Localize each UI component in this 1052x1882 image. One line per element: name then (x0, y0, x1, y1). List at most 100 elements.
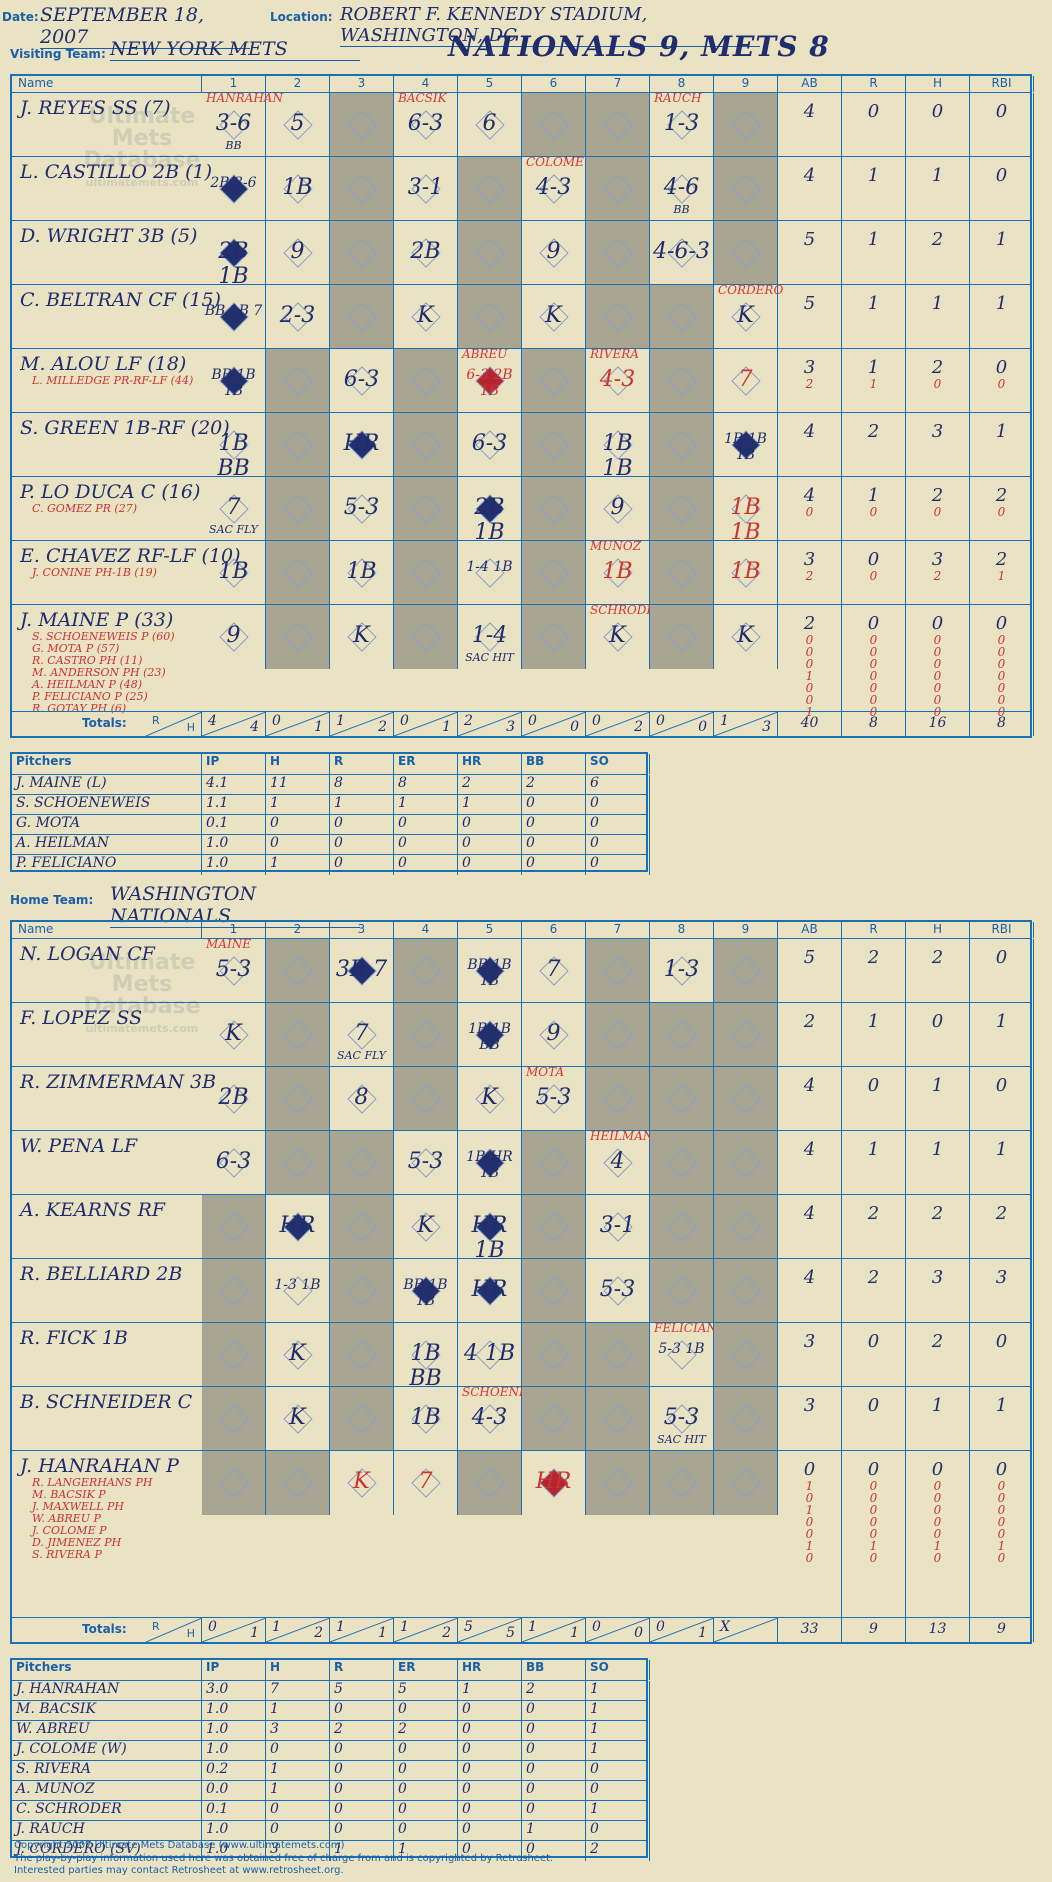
inning-cell-1: 2B (202, 1067, 266, 1131)
inning-cell-6 (522, 605, 586, 669)
stat-value: 1 (997, 1539, 1006, 1553)
pitching-stat: 0 (586, 835, 650, 855)
base-diamond (475, 174, 505, 204)
inning-cell-4 (394, 541, 458, 605)
pitching-stat: 0 (330, 815, 394, 835)
play-notation: 1B HR 1B (466, 1149, 513, 1181)
pitching-stat: 1 (266, 1761, 330, 1781)
date-label: Date: (2, 10, 39, 24)
substitute-name: M. ANDERSON PH (23) (32, 666, 166, 679)
play-notation: 5-3 (535, 1085, 572, 1110)
stat-rbi: 1 (970, 221, 1034, 285)
substitute-name: J. CONINE PH-1B (19) (32, 566, 157, 579)
base-diamond (219, 1276, 249, 1306)
pitching-change-label: MOTA (526, 1065, 565, 1079)
stat-h: 2 (906, 221, 970, 285)
hits-key: H (186, 721, 195, 734)
batter-row: J. MAINE P (33) S. SCHOENEWEIS P (60) G. M… (12, 603, 1034, 719)
play-notation: 4-6-3 (653, 239, 710, 264)
inning-cell-2: 1B (266, 157, 330, 221)
inning-cell-1: 2B 3-6 (202, 157, 266, 221)
base-diamond (539, 366, 569, 396)
pitcher-row: J. HANRAHAN 3.0 7 5 5 1 2 1 (12, 1680, 650, 1701)
base-diamond (283, 1404, 313, 1434)
play-notation: 1B (730, 559, 761, 584)
play-detail: SAC HIT (465, 651, 514, 664)
stat-value: 2 (931, 357, 944, 378)
pitching-stat: 1.0 (202, 835, 266, 855)
inning-cell-1 (202, 1387, 266, 1451)
pitching-stat: 0 (458, 1761, 522, 1781)
inning-runs: 5 (464, 1619, 473, 1635)
inning-cell-7 (586, 1451, 650, 1515)
inning-cell-7 (586, 1003, 650, 1067)
base-diamond (411, 366, 441, 396)
watermark-logo: Ultimate Mets Database ultimatemets.com (72, 952, 212, 1040)
base-diamond (219, 1340, 249, 1370)
inning-header-7: 7 (586, 922, 650, 938)
base-diamond (411, 1276, 441, 1306)
base-diamond (347, 302, 377, 332)
stat-value: 0 (997, 1479, 1006, 1493)
base-diamond (347, 110, 377, 140)
footer-contact: Interested parties may contact Retroshee… (14, 1865, 344, 1876)
batter-name: J. HANRAHAN P (20, 1455, 179, 1477)
stat-rbi: 0 (970, 157, 1034, 221)
stat-value: 3 (995, 1267, 1008, 1288)
base-diamond (411, 238, 441, 268)
stat-value: 2 (867, 947, 880, 968)
pitching-stat: 3 (266, 1721, 330, 1741)
base-diamond (411, 1468, 441, 1498)
pitching-stat: 0 (394, 1781, 458, 1801)
inning-cell-1: 3-6 BB HANRAHAN (202, 91, 283, 157)
stat-value: 0 (869, 1515, 878, 1529)
inning-cell-3 (330, 1259, 394, 1323)
batter-row: A. KEARNS RF HR K HR 1B 3-1 4 2 2 2 (12, 1194, 1034, 1263)
pitcher-row: P. FELICIANO 1.0 1 0 0 0 0 0 (12, 854, 650, 875)
totals-row: Totals: R H 4 4 0 1 1 2 0 1 2 3 0 0 0 2 0 0 1 3 40 8 16 8 (12, 711, 1034, 736)
game-location: ROBERT F. KENNEDY STADIUM, WASHINGTON, D… (340, 4, 760, 47)
pitcher-name: S. SCHOENEWEIS (12, 795, 202, 815)
inning-total-9: X (714, 1618, 778, 1642)
inning-cell-2 (266, 477, 330, 541)
stat-value: 2 (931, 1331, 944, 1352)
pitching-stat: 0 (586, 1821, 650, 1841)
stat-value: 0 (803, 1459, 816, 1480)
play-notation: 4 (610, 1149, 625, 1174)
base-diamond (347, 174, 377, 204)
inning-cell-1: 7 SAC FLY (202, 477, 266, 541)
stat-value: 4 (803, 1075, 816, 1096)
game-total-ab: 33 (778, 1618, 842, 1642)
watermark-text: Ultimate (88, 950, 196, 975)
base-diamond (475, 1020, 505, 1050)
pitching-stat: 0 (522, 855, 586, 875)
stat-value: 1 (867, 293, 880, 314)
inning-cell-9: K CORDERO (714, 283, 783, 349)
pitching-stat: 0 (586, 815, 650, 835)
pitching-stat: 1 (586, 1681, 650, 1701)
stat-r: 2 (842, 1259, 906, 1323)
play-notation: 5-3 (343, 495, 380, 520)
inning-cell-7 (586, 939, 650, 1003)
inning-cell-6 (522, 1387, 586, 1451)
pitching-col-header: SO (586, 1660, 650, 1680)
base-diamond (219, 1468, 249, 1498)
stat-r: 2 (842, 939, 906, 1003)
stat-value: 0 (869, 681, 878, 695)
inning-runs: 0 (208, 1619, 217, 1635)
pitching-stat: 0 (586, 795, 650, 815)
stat-value: 4 (803, 165, 816, 186)
inning-cell-6 (522, 349, 586, 413)
substitutes-list: J. CONINE PH-1B (19) (32, 567, 157, 579)
stat-rbi: 2 (970, 1195, 1034, 1259)
pitching-stat: 0 (330, 835, 394, 855)
inning-header-6: 6 (522, 922, 586, 938)
